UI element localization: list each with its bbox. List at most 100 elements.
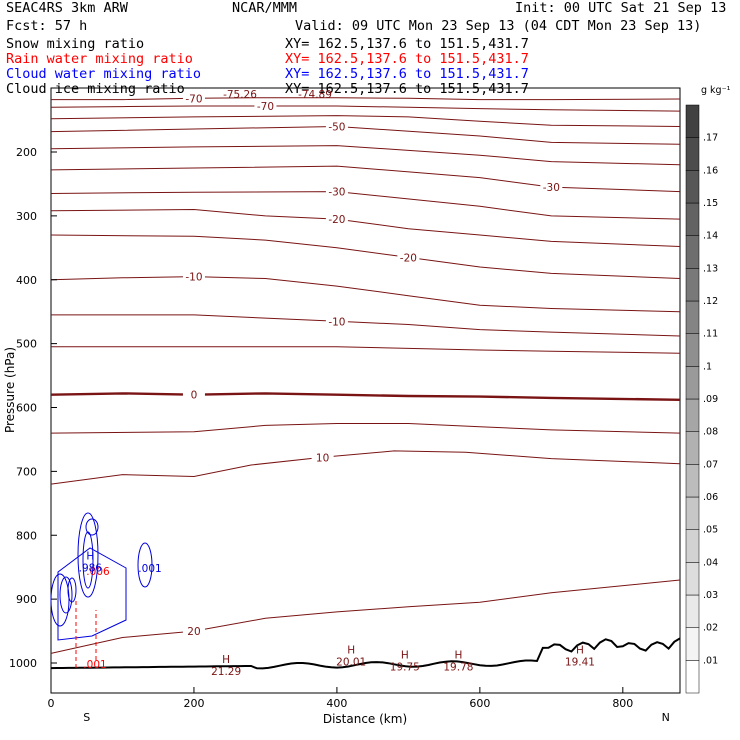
high-value: 21.29 bbox=[211, 666, 241, 678]
x-tick-label: 800 bbox=[612, 697, 633, 710]
colorbar-cell bbox=[685, 202, 700, 236]
isotherm-line bbox=[50, 145, 681, 166]
y-tick-label: 1000 bbox=[9, 657, 37, 670]
isotherm-label: 20 bbox=[187, 626, 200, 638]
isotherm-label-bg bbox=[182, 92, 205, 104]
colorbar-tick-label: .03 bbox=[703, 590, 718, 601]
colorbar-tick-label: .01 bbox=[703, 655, 718, 666]
colorbar-cell bbox=[685, 594, 700, 628]
isotherm-line bbox=[50, 208, 681, 247]
colorbar-cell bbox=[685, 398, 700, 432]
high-marker: H bbox=[576, 644, 584, 656]
colorbar-cell bbox=[685, 137, 700, 171]
y-tick-label: 400 bbox=[16, 274, 37, 287]
isotherm-label-bg bbox=[182, 388, 205, 400]
high-marker: H bbox=[86, 551, 94, 563]
colorbar-cell bbox=[685, 366, 700, 400]
header: SEAC4RS 3km ARW NCAR/MMM Init: 00 UTC Sa… bbox=[6, 0, 726, 97]
colorbar-tick-label: .11 bbox=[703, 329, 718, 340]
y-tick-label: 800 bbox=[16, 529, 37, 542]
colorbar-tick-label: .16 bbox=[703, 165, 718, 176]
colorbar-tick-label: .06 bbox=[703, 492, 718, 503]
high-value: 19.78 bbox=[443, 662, 473, 674]
colorbar-tick-label: .15 bbox=[703, 198, 718, 209]
isotherm-line bbox=[51, 314, 681, 337]
y-tick-label: 200 bbox=[16, 146, 37, 159]
isotherm-label: -10 bbox=[185, 272, 202, 284]
center-label: NCAR/MMM bbox=[232, 0, 297, 16]
isotherm-label-bg bbox=[397, 251, 420, 263]
isotherm-line bbox=[50, 191, 681, 220]
model-label: SEAC4RS 3km ARW bbox=[6, 0, 129, 16]
colorbar-tick-label: .1 bbox=[703, 361, 712, 372]
rain-water-contour bbox=[75, 600, 97, 668]
y-tick-label: 700 bbox=[16, 465, 37, 478]
field-xy: XY= 162.5,137.6 to 151.5,431.7 bbox=[285, 51, 529, 67]
colorbar-cell bbox=[685, 333, 700, 367]
top-edge-label: -74.89 bbox=[298, 89, 332, 101]
y-tick-label: 500 bbox=[16, 338, 37, 351]
cloud-water-label: .001 bbox=[138, 563, 161, 575]
isotherm-line bbox=[50, 276, 681, 313]
isotherm-label-bg bbox=[540, 181, 563, 193]
field-name: Snow mixing ratio bbox=[6, 36, 144, 52]
isotherm-label: 10 bbox=[316, 452, 329, 464]
high-marker: H bbox=[401, 650, 409, 662]
isotherm-label: -10 bbox=[328, 316, 345, 328]
x-tick-label: 200 bbox=[183, 697, 204, 710]
isotherm-label-bg bbox=[325, 120, 348, 132]
isotherm-line bbox=[50, 450, 681, 485]
colorbar-tick-label: .05 bbox=[703, 525, 718, 536]
x-axis-label: Distance (km) bbox=[323, 712, 407, 726]
high-value: 20.01 bbox=[336, 656, 366, 668]
colorbar-tick-label: .12 bbox=[703, 296, 718, 307]
colorbar-cell bbox=[685, 496, 700, 530]
cloud-water-outer bbox=[57, 547, 127, 641]
x-tick-label: 600 bbox=[469, 697, 490, 710]
isotherm-line bbox=[50, 125, 681, 145]
cloud-water-contour bbox=[85, 518, 99, 536]
isotherm-line bbox=[50, 105, 681, 112]
cloud-water-label: .001 bbox=[83, 659, 106, 671]
colorbar-cell bbox=[685, 529, 700, 563]
high-value: 19.75 bbox=[390, 662, 420, 674]
y-tick-label: 900 bbox=[16, 593, 37, 606]
isotherm-line bbox=[51, 346, 681, 354]
isotherm-line bbox=[50, 165, 681, 193]
high-marker: H bbox=[454, 650, 462, 662]
colorbar-cell bbox=[685, 300, 700, 334]
high-marker: H bbox=[222, 654, 230, 666]
y-tick-label: 600 bbox=[16, 402, 37, 415]
isotherm-line bbox=[51, 97, 681, 101]
isotherm-label-bg bbox=[311, 451, 334, 463]
y-axis-label: Pressure (hPa) bbox=[3, 347, 17, 433]
field-xy: XY= 162.5,137.6 to 151.5,431.7 bbox=[285, 66, 529, 82]
colorbar-tick-label: .13 bbox=[703, 263, 718, 274]
colorbar-cell bbox=[685, 104, 700, 138]
colorbar-cell bbox=[685, 562, 700, 596]
colorbar-tick-label: .09 bbox=[703, 394, 718, 405]
isotherm-line bbox=[50, 392, 681, 401]
cloud-contours: .001 .006 .001 bbox=[50, 512, 162, 671]
isotherm-label: -50 bbox=[328, 121, 345, 133]
cloud-water-contour bbox=[137, 542, 153, 588]
colorbar-cell bbox=[685, 431, 700, 465]
field-name: Rain water mixing ratio bbox=[6, 51, 193, 67]
y-tick-label: 300 bbox=[16, 210, 37, 223]
cloud-water-contour bbox=[67, 577, 77, 603]
isotherm-label-bg bbox=[254, 100, 277, 112]
cloud-water-contour bbox=[50, 573, 70, 627]
high-value: 19.41 bbox=[565, 656, 595, 668]
isotherm-label: -30 bbox=[543, 182, 560, 194]
top-edge-label: -75.26 bbox=[223, 89, 257, 101]
colorbar-tick-label: .07 bbox=[703, 459, 718, 470]
isotherm-label: 0 bbox=[191, 390, 198, 402]
isotherm-label: -70 bbox=[257, 101, 274, 113]
isotherm-label: -20 bbox=[328, 214, 345, 226]
colorbar-cell bbox=[685, 170, 700, 204]
colorbar: .01 .02 .03 .04 .05 .06 .07 .08 .09 .1 .11 .12 .13 .1… bbox=[685, 85, 731, 694]
colorbar-tick-label: .14 bbox=[703, 231, 718, 242]
x-tick-label: 0 bbox=[48, 697, 55, 710]
